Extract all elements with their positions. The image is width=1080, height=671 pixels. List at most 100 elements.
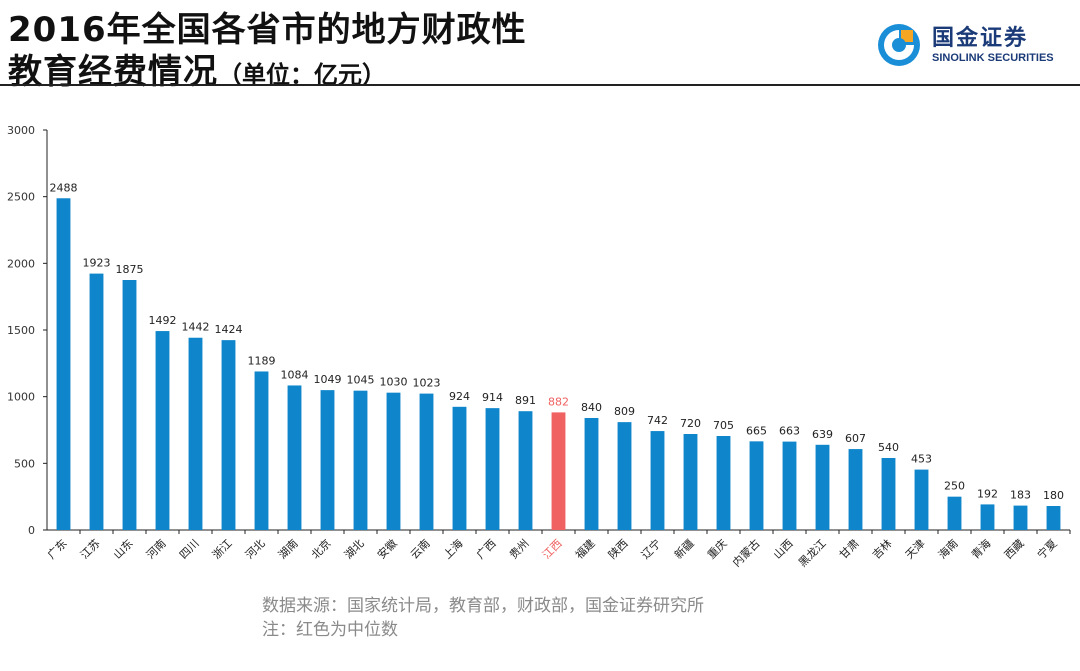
- data-label: 453: [911, 453, 932, 466]
- bar: [155, 331, 170, 530]
- data-label: 1189: [248, 354, 276, 367]
- data-label: 639: [812, 428, 833, 441]
- data-label: 607: [845, 432, 866, 445]
- bar: [1046, 506, 1061, 530]
- bar: [980, 504, 995, 530]
- data-label: 1875: [116, 263, 144, 276]
- bar: [89, 273, 104, 530]
- x-tick-label: 陕西: [605, 536, 630, 561]
- logo-name-cn: 国金证券: [932, 26, 1029, 51]
- chart-note: 注：红色为中位数: [262, 620, 398, 640]
- x-tick-label: 安徽: [374, 536, 399, 561]
- data-label: 720: [680, 417, 701, 430]
- data-label: 1045: [347, 374, 375, 387]
- bar: [386, 392, 401, 530]
- x-tick-label: 广西: [474, 537, 499, 562]
- x-tick-label: 云南: [408, 537, 433, 562]
- bar: [848, 449, 863, 530]
- bar: [485, 408, 500, 530]
- x-tick-label: 贵州: [507, 537, 532, 562]
- x-tick-label: 上海: [440, 536, 465, 561]
- x-tick-label: 广东: [45, 537, 70, 562]
- data-label: 742: [647, 414, 668, 427]
- footer: 数据来源：国家统计局，教育部，财政部，国金证券研究所 注：红色为中位数: [262, 594, 704, 642]
- data-label: 891: [515, 394, 536, 407]
- x-tick-label: 黑龙江: [796, 537, 829, 570]
- data-label: 180: [1043, 489, 1064, 502]
- company-logo: 国金证券 SINOLINK SECURITIES: [876, 20, 1076, 70]
- bar: [353, 390, 368, 530]
- bar: [221, 340, 236, 530]
- data-label: 882: [548, 395, 569, 408]
- bar: [650, 431, 665, 530]
- chart-title-line1: 2016年全国各省市的地方财政性: [8, 10, 527, 50]
- x-tick-label: 江苏: [78, 537, 103, 562]
- x-tick-label: 吉林: [869, 536, 894, 561]
- x-tick-label: 甘肃: [837, 537, 862, 562]
- data-label: 663: [779, 425, 800, 438]
- y-tick-label: 2500: [7, 191, 35, 204]
- data-label: 2488: [50, 181, 78, 194]
- data-label: 924: [449, 390, 470, 403]
- data-label: 1084: [281, 368, 309, 381]
- x-tick-label: 河南: [144, 537, 169, 562]
- data-label: 250: [944, 480, 965, 493]
- chart-title-main: 教育经费情况: [8, 52, 218, 92]
- data-label: 1442: [182, 321, 210, 334]
- x-tick-label: 江西: [540, 537, 565, 562]
- bar: [584, 418, 599, 530]
- bar: [56, 198, 71, 530]
- x-tick-label: 浙江: [210, 537, 235, 562]
- bar: [1013, 505, 1028, 530]
- x-tick-label: 四川: [177, 537, 202, 562]
- x-tick-label: 山西: [771, 537, 796, 562]
- data-source: 数据来源：国家统计局，教育部，财政部，国金证券研究所: [262, 596, 704, 616]
- bar: [782, 441, 797, 530]
- header: 2016年全国各省市的地方财政性 教育经费情况（单位：亿元） 国金证券 SINO…: [0, 0, 1080, 92]
- x-tick-label: 湖北: [342, 537, 367, 562]
- bar: [947, 496, 962, 530]
- sinolink-logo-icon: [878, 24, 920, 66]
- bar: [518, 411, 533, 530]
- bar-highlight: [551, 412, 566, 530]
- x-tick-label: 湖南: [276, 537, 301, 562]
- y-tick-label: 500: [14, 457, 35, 470]
- x-tick-label: 新疆: [671, 536, 696, 561]
- x-tick-label: 山东: [111, 537, 136, 562]
- data-label: 1492: [149, 314, 177, 327]
- bar: [914, 469, 929, 530]
- bar: [188, 337, 203, 530]
- x-tick-label: 内蒙古: [729, 536, 762, 569]
- x-tick-label: 福建: [572, 536, 597, 561]
- bar-chart: 0 500 1000 1500 2000 2500 3000 2488 广东 1923 江苏 1875…: [7, 124, 1071, 570]
- y-tick-label: 2000: [7, 257, 35, 270]
- y-tick-label: 1500: [7, 324, 35, 337]
- x-tick-label: 河北: [243, 537, 268, 562]
- x-tick-label: 宁夏: [1034, 536, 1059, 561]
- data-label: 705: [713, 419, 734, 432]
- header-divider: [0, 84, 1080, 86]
- bar: [683, 434, 698, 530]
- data-label: 1923: [83, 257, 111, 270]
- bar: [254, 371, 269, 530]
- y-tick-label: 3000: [7, 124, 35, 137]
- bar: [122, 280, 137, 530]
- bar: [815, 444, 830, 530]
- bar: [287, 385, 302, 530]
- data-label: 192: [977, 487, 998, 500]
- y-tick-label: 1000: [7, 391, 35, 404]
- bar: [881, 458, 896, 530]
- x-tick-label: 海南: [935, 536, 960, 561]
- bar: [749, 441, 764, 530]
- x-tick-label: 辽宁: [638, 536, 663, 561]
- data-label: 914: [482, 391, 503, 404]
- y-tick-label: 0: [28, 524, 35, 537]
- bar: [320, 390, 335, 530]
- bar: [419, 393, 434, 530]
- data-label: 665: [746, 424, 767, 437]
- data-label: 840: [581, 401, 602, 414]
- x-tick-label: 天津: [903, 537, 928, 562]
- bar: [617, 422, 632, 530]
- data-label: 1030: [380, 376, 408, 389]
- x-tick-label: 重庆: [704, 536, 729, 561]
